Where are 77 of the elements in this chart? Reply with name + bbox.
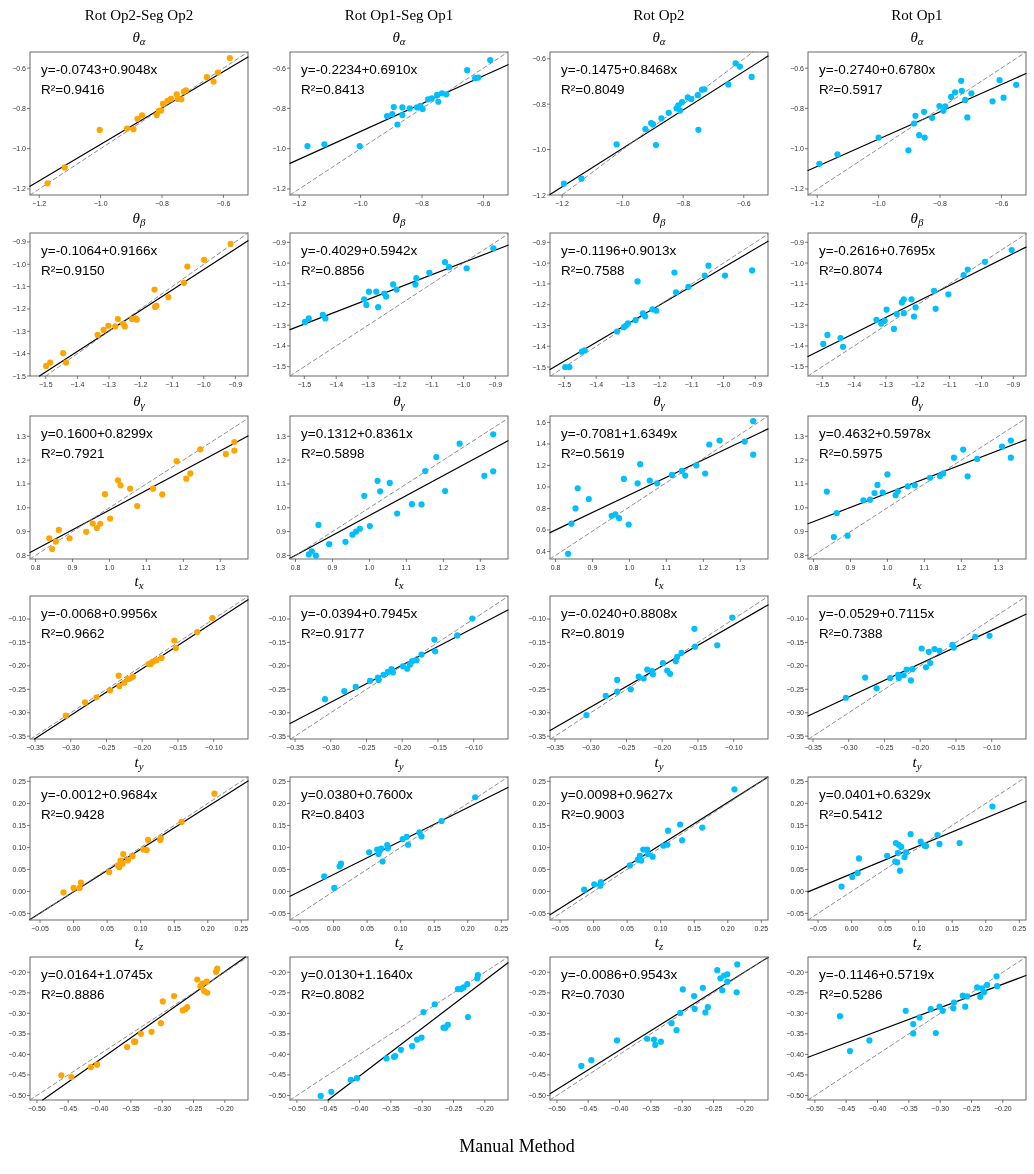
annotation: y=-0.1146+0.5719x: [819, 967, 935, 982]
annotation: R²=0.5975: [819, 446, 883, 461]
annotation: R²=0.7030: [561, 987, 625, 1002]
annotation: y=-0.2740+0.6780x: [819, 62, 936, 77]
annotation: y=-0.0240+0.8808x: [561, 606, 678, 621]
chart-title: Rot Op1: [891, 7, 943, 23]
annotation: y=-0.0743+0.9048x: [41, 62, 158, 77]
annotation: y=-0.0394+0.7945x: [301, 606, 418, 621]
chart-title: θ$_{β}$: [652, 210, 666, 229]
chart-title: θ$_{β}$: [910, 210, 924, 229]
chart-title: t$_{z}$: [134, 934, 144, 953]
annotation: R²=0.9662: [41, 626, 105, 641]
annotation: y=-0.0012+0.9684x: [41, 787, 158, 802]
text: Manual Method: [459, 1136, 575, 1156]
chart-title: θ$_{γ}$: [393, 393, 406, 412]
annotation: R²=0.8886: [41, 987, 105, 1002]
chart-subtitle: θ$_{α}$: [132, 29, 146, 48]
chart-title: Rot Op2: [633, 7, 685, 23]
annotation: R²=0.8049: [561, 82, 625, 97]
chart-title: t$_{y}$: [134, 754, 144, 773]
annotation: R²=0.8082: [301, 987, 365, 1002]
annotation: R²=0.5898: [301, 446, 365, 461]
annotation: y=-0.2616+0.7695x: [819, 243, 936, 258]
annotation: y=0.4632+0.5978x: [819, 426, 932, 441]
annotation: R²=0.5619: [561, 446, 625, 461]
chart-title: θ$_{β}$: [132, 210, 146, 229]
chart-subtitle: θ$_{α}$: [392, 29, 406, 48]
annotation: R²=0.8856: [301, 263, 365, 278]
annotation: R²=0.8019: [561, 626, 625, 641]
chart-title: θ$_{β}$: [392, 210, 406, 229]
annotation: y=-0.4029+0.5942x: [301, 243, 418, 258]
annotation: R²=0.8074: [819, 263, 883, 278]
annotation: y=0.1600+0.8299x: [41, 426, 154, 441]
annotation: y=0.0380+0.7600x: [301, 787, 414, 802]
chart-title: θ$_{γ}$: [133, 393, 146, 412]
annotation: y=0.0130+1.1640x: [301, 967, 414, 982]
chart-title: t$_{z}$: [654, 934, 664, 953]
chart-title: t$_{x}$: [912, 573, 922, 592]
annotation: R²=0.9177: [301, 626, 365, 641]
annotation: y=0.0401+0.6329x: [819, 787, 932, 802]
chart-title: θ$_{γ}$: [911, 393, 924, 412]
chart-title: t$_{z}$: [912, 934, 922, 953]
annotation: y=-0.2234+0.6910x: [301, 62, 418, 77]
chart-title: t$_{z}$: [394, 934, 404, 953]
chart-title: θ$_{γ}$: [653, 393, 666, 412]
annotation: R²=0.9428: [41, 807, 105, 822]
annotation: y=-0.0086+0.9543x: [561, 967, 678, 982]
annotation: y=-0.1196+0.9013x: [561, 243, 677, 258]
annotation: R²=0.8403: [301, 807, 365, 822]
chart-title: Rot Op1-Seg Op1: [344, 7, 454, 23]
annotation: R²=0.7588: [561, 263, 625, 278]
annotation: y=0.0164+1.0745x: [41, 967, 154, 982]
annotation: y=-0.1475+0.8468x: [561, 62, 678, 77]
chart-title: t$_{x}$: [394, 573, 404, 592]
chart-title: t$_{y}$: [394, 754, 404, 773]
chart-title: t$_{x}$: [654, 573, 664, 592]
annotation: R²=0.5412: [819, 807, 883, 822]
annotation: y=0.1312+0.8361x: [301, 426, 414, 441]
chart-title: t$_{x}$: [134, 573, 144, 592]
annotation: R²=0.9003: [561, 807, 625, 822]
annotation: y=-0.0529+0.7115x: [819, 606, 935, 621]
chart-subtitle: θ$_{α}$: [652, 29, 666, 48]
annotation: R²=0.5286: [819, 987, 883, 1002]
chart-subtitle: θ$_{α}$: [910, 29, 924, 48]
annotation: R²=0.9150: [41, 263, 105, 278]
chart-title: t$_{y}$: [654, 754, 664, 773]
annotation: y=-0.7081+1.6349x: [561, 426, 678, 441]
chart-title: Rot Op2-Seg Op2: [84, 7, 194, 23]
annotation: y=-0.0068+0.9956x: [41, 606, 158, 621]
annotation: y=0.0098+0.9627x: [561, 787, 674, 802]
annotation: y=-0.1064+0.9166x: [41, 243, 158, 258]
chart-title: t$_{y}$: [912, 754, 922, 773]
annotation: R²=0.8413: [301, 82, 365, 97]
annotation: R²=0.5917: [819, 82, 883, 97]
annotation: R²=0.9416: [41, 82, 105, 97]
annotation: R²=0.7388: [819, 626, 883, 641]
annotation: R²=0.7921: [41, 446, 105, 461]
